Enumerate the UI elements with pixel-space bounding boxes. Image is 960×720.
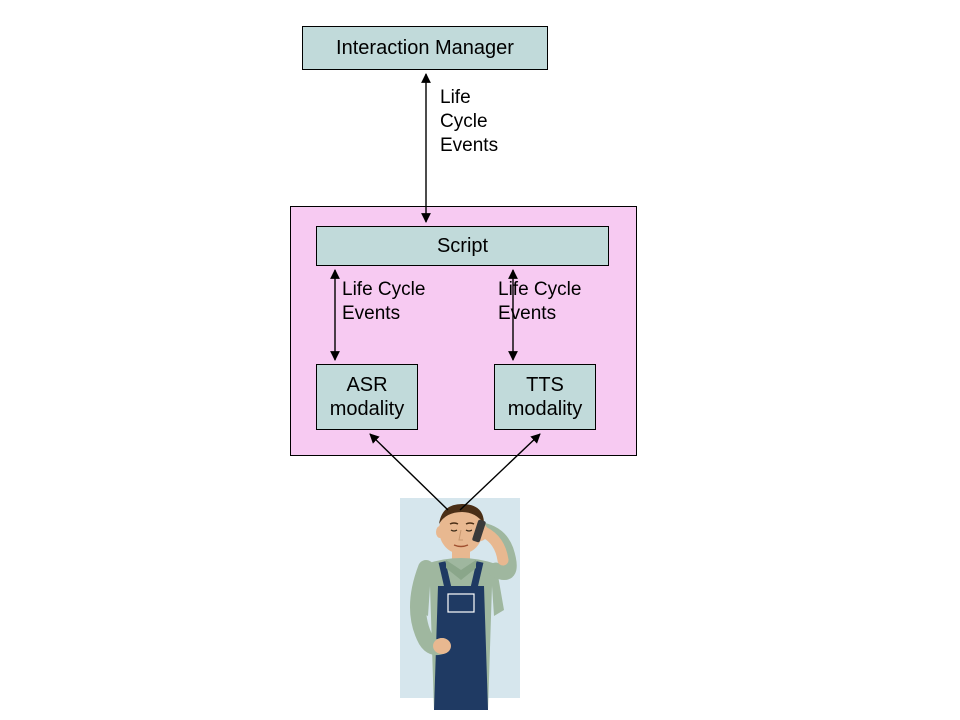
life-cycle-events-right-label: Life Cycle Events xyxy=(498,278,581,326)
user-with-phone-illustration xyxy=(376,490,544,710)
script-box: Script xyxy=(316,226,609,266)
life-cycle-events-left-label: Life Cycle Events xyxy=(342,278,425,326)
asr-label: ASR modality xyxy=(317,373,417,421)
asr-modality-box: ASR modality xyxy=(316,364,418,430)
tts-modality-box: TTS modality xyxy=(494,364,596,430)
life-cycle-events-top-label: Life Cycle Events xyxy=(440,86,498,157)
tts-label: TTS modality xyxy=(495,373,595,421)
interaction-manager-box: Interaction Manager xyxy=(302,26,548,70)
script-label: Script xyxy=(437,234,488,258)
interaction-manager-label: Interaction Manager xyxy=(336,36,514,60)
